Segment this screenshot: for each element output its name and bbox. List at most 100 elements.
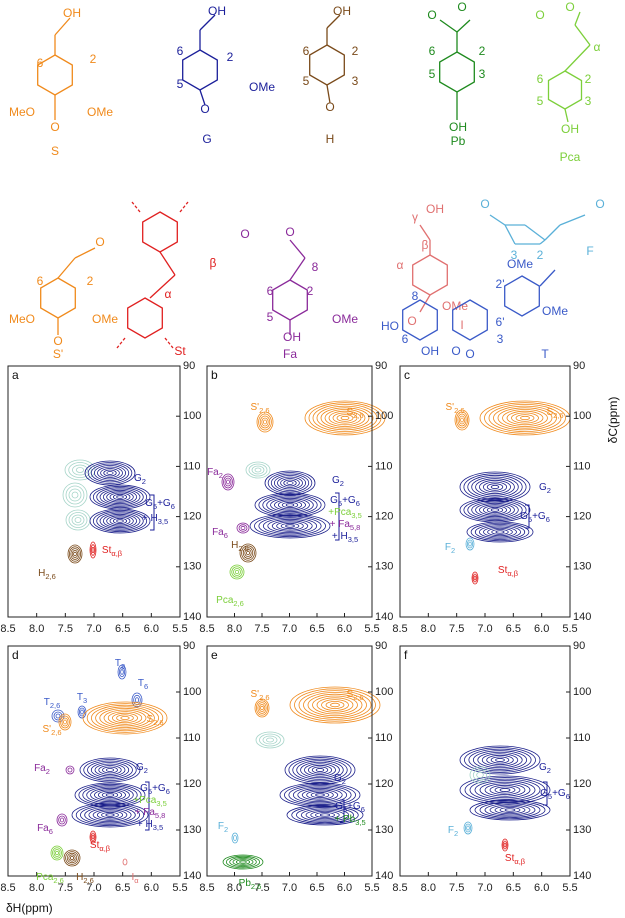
contour <box>262 517 318 535</box>
y-tick-label: 100 <box>375 686 393 698</box>
peak-label-main: St <box>498 565 508 576</box>
contour <box>304 763 336 777</box>
peak-label-main: S' <box>42 724 51 735</box>
bond <box>524 224 546 241</box>
contour <box>312 403 378 432</box>
peak-label-main: + H <box>137 819 153 830</box>
atom-label: O <box>451 344 460 358</box>
bond <box>489 214 506 226</box>
contour <box>464 777 546 803</box>
atom-label: OH <box>283 330 301 344</box>
atom-label: 2 <box>87 274 94 288</box>
peak-label-sub: 2,6 <box>259 406 269 415</box>
atom-label: MeO <box>9 312 35 326</box>
contour <box>288 757 352 783</box>
contour <box>61 717 69 727</box>
contour <box>90 787 130 803</box>
contour <box>59 817 65 823</box>
atom-label: OMe <box>442 299 468 313</box>
contour <box>90 762 130 778</box>
atom-label: OH <box>63 6 81 20</box>
contour <box>65 851 79 865</box>
peak-label: S2,6 <box>346 407 363 421</box>
atom-label: 6 <box>177 44 184 58</box>
contour <box>481 753 519 767</box>
y-tick-label: 90 <box>573 360 585 372</box>
contour <box>490 756 510 764</box>
peak-label-main: Pb <box>239 878 252 889</box>
atom-label: 6 <box>303 44 310 58</box>
contour <box>96 810 124 820</box>
contour <box>490 508 500 512</box>
contour <box>280 522 300 530</box>
contour <box>65 485 85 505</box>
contour <box>279 782 361 808</box>
peak-label-sub: 3,5 <box>158 517 168 526</box>
bond <box>159 251 176 276</box>
bond <box>539 239 546 245</box>
y-tick-label: 90 <box>375 640 387 652</box>
contour <box>112 712 139 724</box>
contour <box>484 783 526 797</box>
atom-label: α <box>594 40 601 54</box>
atom-label: β <box>210 256 217 270</box>
peak-label-sub: 6 <box>224 531 228 540</box>
peak-label-main: +Pca <box>328 507 352 518</box>
contour <box>261 417 269 427</box>
contour <box>58 815 66 825</box>
peak-label: Pca2,6 <box>216 595 244 609</box>
peak-label: Pb2,6 <box>239 878 262 892</box>
contour <box>474 800 546 820</box>
contour <box>468 541 472 547</box>
contour <box>233 835 237 841</box>
peak-label-sub: 5 <box>548 792 552 801</box>
atom-label: 2' <box>496 277 505 291</box>
peak-label-sub: 2,6 <box>45 572 55 581</box>
bond <box>149 274 176 299</box>
atom-label: OMe <box>87 105 113 119</box>
contour <box>106 515 134 527</box>
peak-label: T2,6 <box>44 697 61 711</box>
contour <box>68 854 76 862</box>
contour <box>221 473 235 491</box>
peak-label-sub: 6 <box>546 515 550 524</box>
contour <box>490 484 500 490</box>
contour <box>71 550 79 559</box>
peak-label: S'2,6 <box>250 689 269 703</box>
x-tick-label: 5.5 <box>172 623 187 635</box>
contour <box>515 414 535 422</box>
peak-label: F2 <box>448 825 458 839</box>
contour <box>240 525 246 531</box>
contour <box>254 514 326 538</box>
contour <box>267 518 313 534</box>
atom-label: O <box>53 334 62 348</box>
bracket <box>340 799 345 823</box>
peak-label-sub: 6 <box>356 499 360 508</box>
peak-label: S'2,6 <box>42 724 61 738</box>
contour <box>84 460 136 486</box>
peak-label-sub: 2,6 <box>50 701 60 710</box>
ring <box>272 279 308 321</box>
contour <box>262 735 278 745</box>
peak-label-sub: 2 <box>142 477 146 486</box>
peak-label-main: G <box>539 762 547 773</box>
contour <box>256 411 274 433</box>
peak-label-main: + Fa <box>135 807 156 818</box>
atom-label: OMe <box>92 312 118 326</box>
bond <box>439 19 458 33</box>
contour <box>254 698 270 718</box>
contour <box>109 492 131 502</box>
contour <box>239 543 257 563</box>
peak-label-sub: 2 <box>219 471 223 480</box>
peak-label: F2 <box>445 542 455 556</box>
y-tick-label: 110 <box>573 460 591 472</box>
contour <box>502 409 548 427</box>
peak-label: G2 <box>539 482 551 496</box>
bond <box>559 214 586 226</box>
atom-label: 2 <box>585 72 592 86</box>
atom-label: OH <box>561 122 579 136</box>
bond <box>539 269 556 287</box>
x-axis-label: δH(ppm) <box>6 901 53 915</box>
contour <box>296 760 344 780</box>
peak-label-main: G <box>134 473 142 484</box>
